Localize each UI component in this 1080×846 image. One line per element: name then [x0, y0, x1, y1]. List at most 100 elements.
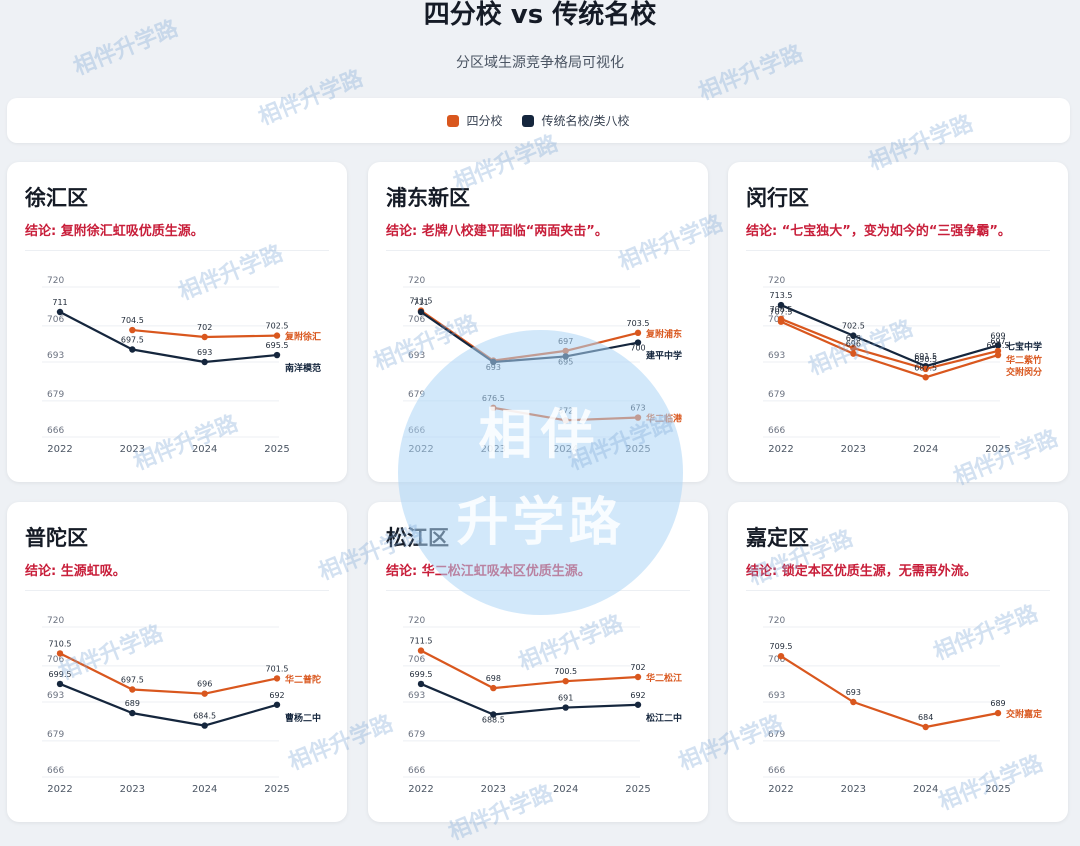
card-title: 嘉定区	[746, 526, 809, 550]
data-point	[777, 318, 785, 325]
y-tick-label: 720	[768, 616, 785, 626]
data-label: 700	[630, 344, 645, 353]
data-point	[490, 711, 497, 718]
data-label: 697.5	[121, 676, 144, 685]
y-tick-label: 706	[408, 655, 425, 665]
card-conclusion: 结论: “七宝独大”，变为如今的“三强争霸”。	[746, 224, 1011, 239]
data-label: 702	[630, 663, 645, 672]
series-end-label: 七宝中学	[1006, 340, 1042, 352]
line-chart-jiading: 720 706 693 679 666 2022 2023 2024 2025 709.5 693 6…	[763, 616, 1043, 795]
card-title: 浦东新区	[386, 186, 470, 210]
data-point	[273, 701, 281, 708]
x-tick-label: 2025	[985, 784, 1010, 795]
data-label: 687.5	[914, 363, 937, 372]
series-line	[420, 649, 639, 690]
data-label: 704.5	[121, 316, 144, 325]
y-tick-label: 666	[768, 426, 785, 436]
data-point	[922, 723, 929, 731]
y-tick-label: 679	[47, 730, 64, 740]
divider	[25, 250, 329, 251]
legend-item-branch[interactable]: 四分校	[447, 112, 502, 129]
line-chart-xuhui: 720 706 693 679 666 2022 2023 2024 2025 704.5 702 7…	[42, 276, 321, 455]
series-end-label: 南洋模范	[285, 362, 321, 374]
x-tick-label: 2024	[192, 784, 217, 795]
data-point	[417, 680, 425, 688]
line-chart-songjiang: 720 706 693 679 666 2022 2023 2024 2025 711.5 698 7…	[403, 616, 682, 795]
card-conclusion: 结论: 老牌八校建平面临“两面夹击”。	[386, 224, 608, 239]
data-point	[201, 333, 208, 341]
legend-item-traditional[interactable]: 传统名校/类八校	[522, 112, 630, 129]
data-point	[850, 350, 857, 357]
series-end-label: 华二紫竹	[1006, 354, 1042, 366]
y-tick-label: 666	[47, 766, 64, 776]
series-end-label: 华二松江	[646, 672, 682, 684]
y-tick-label: 706	[47, 315, 64, 325]
data-point	[994, 709, 1002, 717]
line-chart-pudong: 720 706 693 679 666 2022 2023 2024 2025 711.5 697 7…	[403, 276, 683, 455]
data-point	[56, 680, 64, 688]
data-label: 692	[269, 691, 284, 700]
y-tick-label: 693	[47, 351, 64, 361]
series-end-label: 复附浦东	[645, 328, 682, 340]
data-point	[417, 647, 425, 654]
x-tick-label: 2023	[120, 444, 145, 455]
x-tick-label: 2023	[481, 444, 506, 455]
x-tick-label: 2022	[47, 444, 72, 455]
data-label: 696	[846, 340, 861, 349]
y-tick-label: 706	[768, 655, 785, 665]
y-tick-label: 693	[768, 351, 785, 361]
data-point	[994, 342, 1002, 349]
data-point	[490, 404, 497, 412]
series-end-label: 华二普陀	[285, 673, 321, 685]
series-end-label: 交附闵分	[1006, 366, 1042, 378]
data-label: 693	[486, 363, 501, 372]
y-tick-label: 666	[408, 766, 425, 776]
data-label: 696	[197, 680, 212, 689]
district-card-minhang: 闵行区 结论: “七宝独大”，变为如今的“三强争霸”。 720 706 693 679…	[728, 162, 1068, 482]
y-tick-label: 679	[47, 390, 64, 400]
data-label: 703.5	[627, 319, 650, 328]
data-label: 702.5	[842, 322, 865, 331]
data-point	[490, 684, 497, 692]
data-label: 697.5	[121, 336, 144, 345]
card-title: 松江区	[386, 526, 449, 550]
divider	[25, 590, 329, 591]
y-tick-label: 706	[408, 315, 425, 325]
data-point	[850, 332, 857, 339]
series-line	[780, 317, 999, 371]
data-point	[129, 346, 136, 353]
y-tick-label: 693	[408, 351, 425, 361]
data-label: 691.5	[914, 352, 937, 361]
data-label: 711.5	[410, 297, 433, 306]
data-point	[634, 329, 642, 337]
legend: 四分校 传统名校/类八校	[7, 98, 1070, 143]
x-tick-label: 2025	[625, 444, 650, 455]
x-tick-label: 2025	[625, 784, 650, 795]
data-point	[777, 301, 785, 309]
district-card-putuo: 普陀区 结论: 生源虹吸。 720 706 693 679 666 2022 2023 202…	[7, 502, 347, 822]
y-tick-label: 666	[47, 426, 64, 436]
x-tick-label: 2023	[841, 444, 866, 455]
data-point	[634, 701, 642, 708]
legend-label: 四分校	[466, 114, 503, 128]
data-label: 707.5	[770, 308, 793, 317]
data-point	[273, 332, 281, 339]
data-label: 701.5	[266, 664, 289, 673]
data-point	[994, 351, 1002, 359]
series-line	[780, 320, 999, 379]
y-tick-label: 679	[408, 730, 425, 740]
divider	[746, 250, 1050, 251]
data-label: 695.5	[266, 341, 289, 350]
district-card-songjiang: 松江区 结论: 华二松江虹吸本区优质生源。 720 706 693 679 666 202…	[368, 502, 708, 822]
data-label: 684.5	[193, 712, 216, 721]
line-chart-minhang: 720 706 693 679 666 2022 2023 2024 2025 713.5 702.…	[763, 276, 1042, 455]
data-point	[273, 675, 281, 682]
x-tick-label: 2022	[408, 444, 433, 455]
x-tick-label: 2025	[264, 784, 289, 795]
data-point	[777, 652, 785, 660]
x-tick-label: 2025	[264, 444, 289, 455]
series-end-label: 复附徐汇	[284, 331, 321, 343]
data-label: 709.5	[770, 642, 793, 651]
data-label: 711	[52, 298, 67, 307]
data-label: 700.5	[554, 667, 577, 676]
